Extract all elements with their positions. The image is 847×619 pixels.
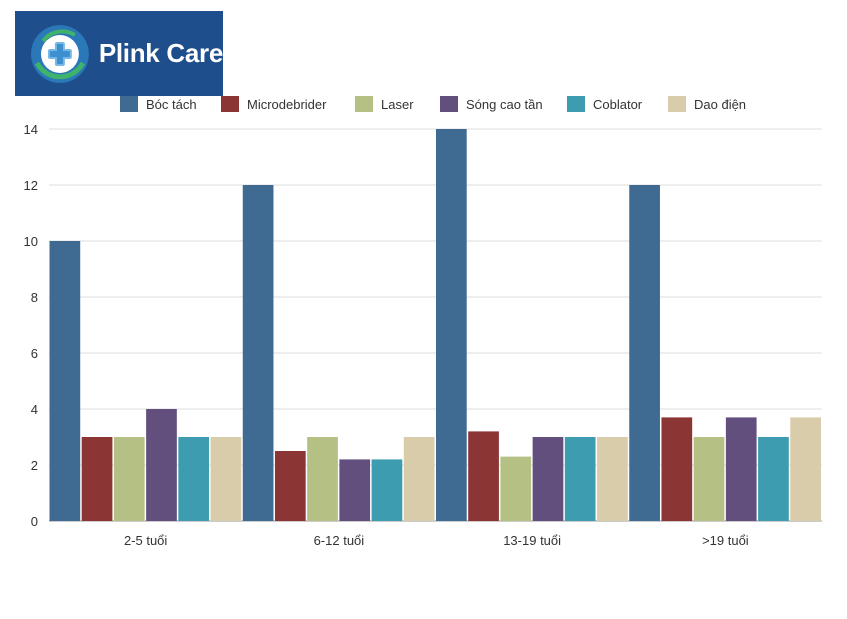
bar-3-1	[339, 459, 371, 521]
axis-layer: 0 2 4 6 8 10 12 14 2-5 tuổi 6-12 tuổi 13-19 tuổi >1…	[24, 122, 749, 548]
y-tick-label: 0	[31, 514, 38, 529]
bar-0-1	[242, 185, 274, 521]
bar-5-3	[790, 417, 821, 521]
bar-4-2	[564, 437, 596, 521]
y-tick-label: 2	[31, 458, 38, 473]
plink-care-logo-icon	[30, 24, 89, 83]
y-tick-label: 10	[24, 234, 38, 249]
y-tick-label: 8	[31, 290, 38, 305]
bar-1-0	[81, 437, 113, 521]
x-tick-label: >19 tuổi	[702, 533, 749, 548]
bar-0-2	[436, 129, 467, 521]
bar-5-1	[403, 437, 435, 521]
bar-5-0	[210, 437, 242, 521]
bar-3-2	[532, 437, 564, 521]
bar-4-0	[178, 437, 210, 521]
x-tick-label: 2-5 tuổi	[124, 533, 167, 548]
bar-0-3	[629, 185, 660, 521]
brand-name: Plink Care	[98, 38, 223, 68]
bar-1-2	[468, 431, 499, 521]
legend-swatch	[567, 96, 585, 112]
x-tick-label: 13-19 tuổi	[503, 533, 561, 548]
bars-layer	[49, 129, 821, 521]
legend-swatch	[440, 96, 458, 112]
bar-4-3	[758, 437, 789, 521]
grid-layer	[49, 128, 822, 522]
legend-swatch	[120, 96, 138, 112]
legend-label: Microdebrider	[247, 97, 327, 112]
legend-swatch	[668, 96, 686, 112]
brand-logo: Plink Care	[15, 11, 223, 96]
bar-5-2	[597, 437, 628, 521]
bar-3-0	[146, 409, 177, 521]
x-tick-label: 6-12 tuổi	[314, 533, 365, 548]
legend-label: Laser	[381, 97, 414, 112]
y-tick-label: 12	[24, 178, 38, 193]
legend-swatch	[355, 96, 373, 112]
bar-2-1	[307, 437, 338, 521]
legend-label: Coblator	[593, 97, 643, 112]
bar-3-3	[725, 417, 757, 521]
bar-2-3	[693, 437, 725, 521]
legend-label: Bóc tách	[146, 97, 197, 112]
legend-label: Dao điện	[694, 97, 746, 112]
legend-label: Sóng cao tần	[466, 97, 543, 112]
bar-1-1	[274, 451, 306, 521]
y-tick-label: 6	[31, 346, 38, 361]
bar-0-0	[49, 241, 81, 521]
y-tick-label: 4	[31, 402, 38, 417]
bar-2-2	[500, 456, 532, 521]
bar-4-1	[371, 459, 403, 521]
legend-swatch	[221, 96, 239, 112]
y-tick-label: 14	[24, 122, 38, 137]
bar-1-3	[661, 417, 693, 521]
legend: Bóc tách Microdebrider Laser Sóng cao tần Co…	[120, 96, 746, 112]
bar-2-0	[113, 437, 145, 521]
